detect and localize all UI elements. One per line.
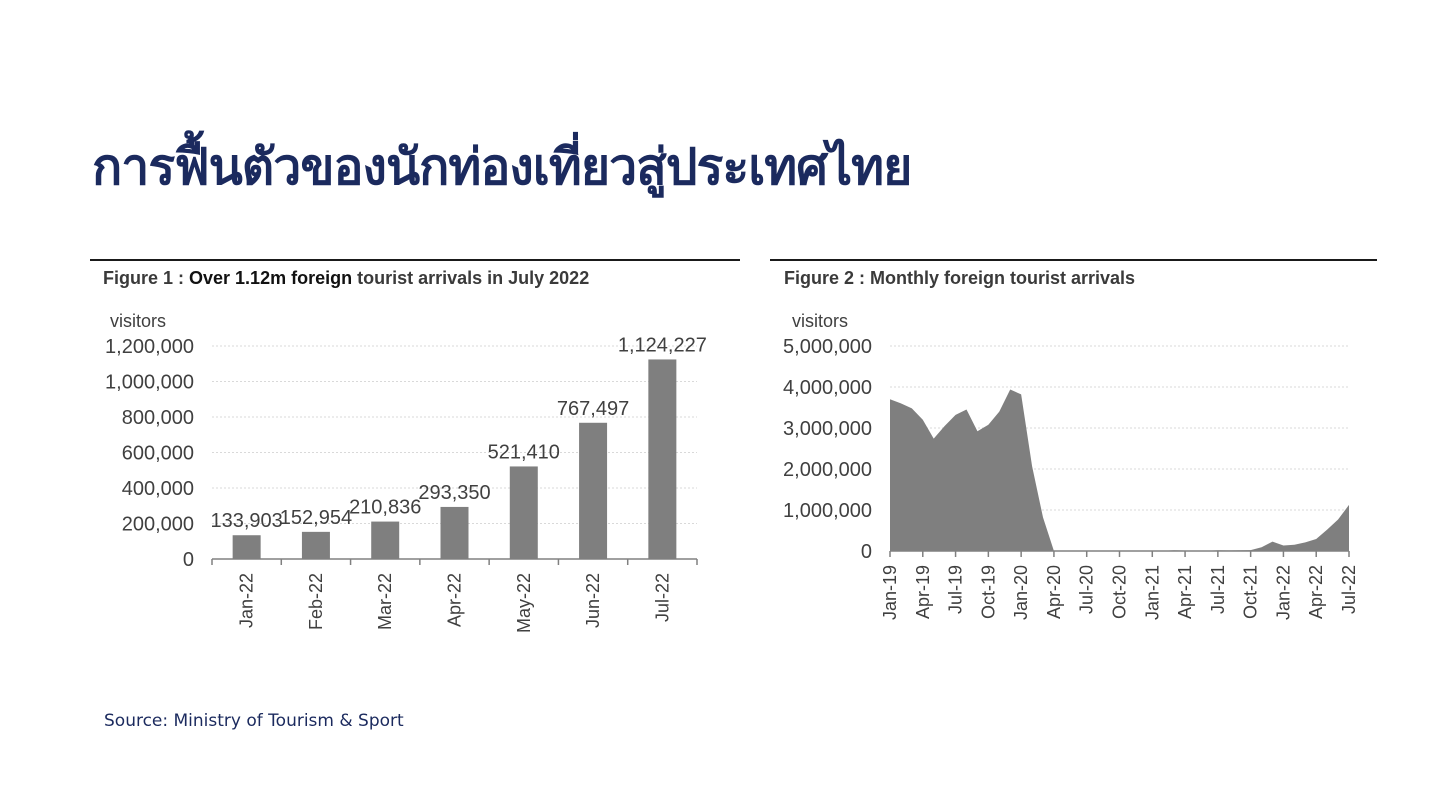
y-tick-label: 1,200,000 <box>105 336 194 358</box>
x-tick-label: Apr-22 <box>445 573 465 627</box>
y-tick-label: 1,000,000 <box>105 372 194 394</box>
figure-1-bar-chart: visitors 0 200,000 400,000 600,000 800,000 1,0… <box>105 311 707 633</box>
data-label: 210,836 <box>349 497 421 519</box>
x-tick-label: Apr-22 <box>1306 565 1326 619</box>
bar <box>509 466 538 559</box>
x-tick-label: Oct-19 <box>978 565 998 619</box>
x-tick-label: Jan-22 <box>1273 565 1293 620</box>
x-tick-label: Jul-22 <box>652 573 672 622</box>
x-tick-label: Jul-22 <box>1339 565 1359 614</box>
x-tick-label: Jan-19 <box>880 565 900 620</box>
x-tick-label: Oct-20 <box>1110 565 1130 619</box>
source-note: Source: Ministry of Tourism & Sport <box>104 711 404 731</box>
y-tick-label: 800,000 <box>122 407 194 429</box>
figure-1-caption-prefix: Figure 1 : <box>103 268 190 288</box>
y-tick-label: 2,000,000 <box>783 459 872 481</box>
y-tick-label: 600,000 <box>122 443 194 465</box>
data-label: 521,410 <box>488 441 560 463</box>
bar <box>579 422 608 559</box>
x-tick-label: Apr-19 <box>913 565 933 619</box>
x-tick-label: Jul-20 <box>1077 565 1097 614</box>
y-tick-label: 5,000,000 <box>783 336 872 358</box>
x-tick-label: Jul-21 <box>1208 565 1228 614</box>
figure-1-top-rule <box>90 259 740 261</box>
x-tick-label: Jan-20 <box>1011 565 1031 620</box>
bar <box>371 521 400 559</box>
bar <box>440 506 469 559</box>
data-label: 293,350 <box>418 482 490 504</box>
figure-2: Figure 2 : Monthly foreign tourist arriv… <box>770 259 1377 659</box>
y-tick-label: 0 <box>183 549 194 571</box>
page-title: การฟื้นตัวของนักท่องเที่ยวสู่ประเทศไทย <box>92 138 912 196</box>
data-label: 152,954 <box>280 507 352 529</box>
x-tick-label: Apr-21 <box>1175 565 1195 619</box>
y-tick-label: 200,000 <box>122 514 194 536</box>
figure-2-area-chart: visitors 0 1,000,000 2,000,000 3,000,000 4,00… <box>783 311 1359 620</box>
bar <box>301 531 330 559</box>
x-tick-label: Mar-22 <box>375 573 395 630</box>
bar <box>648 359 677 559</box>
area-series <box>890 389 1349 551</box>
figure-1-caption-bold: Over 1.12m foreign <box>189 268 353 288</box>
figure-1-caption-suffix: tourist arrivals in July 2022 <box>352 268 590 288</box>
x-tick-label: Jun-22 <box>583 573 603 628</box>
y-tick-label: 3,000,000 <box>783 418 872 440</box>
y-tick-label: 1,000,000 <box>783 500 872 522</box>
data-label: 1,124,227 <box>618 334 707 356</box>
bar <box>232 535 261 559</box>
figure-2-caption: Figure 2 : Monthly foreign tourist arriv… <box>784 268 1136 288</box>
x-tick-label: Jul-19 <box>946 565 966 614</box>
y-axis-title: visitors <box>110 311 166 331</box>
data-label: 767,497 <box>557 398 629 420</box>
x-tick-label: Oct-21 <box>1241 565 1261 619</box>
y-axis-title: visitors <box>792 311 848 331</box>
x-tick-label: Jan-22 <box>237 573 257 628</box>
x-tick-label: May-22 <box>514 573 534 633</box>
y-tick-label: 400,000 <box>122 478 194 500</box>
y-tick-label: 4,000,000 <box>783 377 872 399</box>
x-tick-label: Jan-21 <box>1142 565 1162 620</box>
y-tick-label: 0 <box>861 541 872 563</box>
figure-2-top-rule <box>770 259 1377 261</box>
data-label: 133,903 <box>210 510 282 532</box>
x-tick-label: Apr-20 <box>1044 565 1064 619</box>
x-tick-label: Feb-22 <box>306 573 326 630</box>
figure-1-caption: Figure 1 : Over 1.12m foreign tourist ar… <box>103 268 589 289</box>
figure-1: Figure 1 : Over 1.12m foreign tourist ar… <box>90 259 740 659</box>
